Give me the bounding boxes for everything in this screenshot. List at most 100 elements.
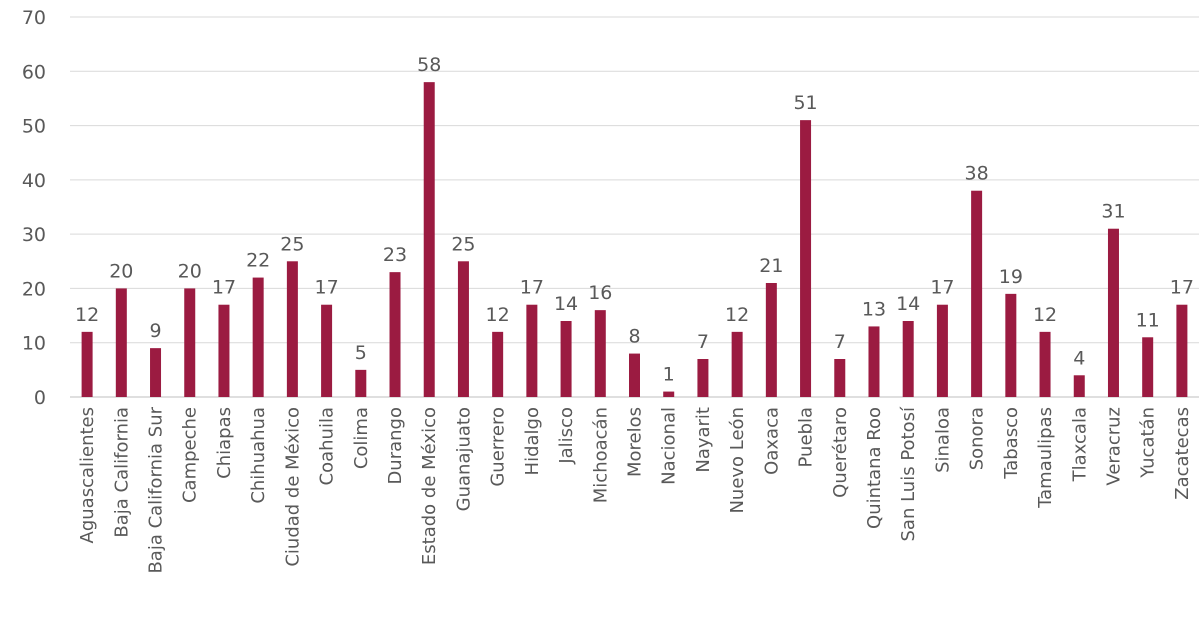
data-label: 22 [246, 250, 270, 272]
data-label: 17 [314, 277, 338, 299]
x-tick-label: San Luis Potosí [898, 406, 919, 541]
data-label: 25 [451, 233, 475, 255]
data-label: 58 [417, 54, 441, 76]
bar [492, 331, 504, 397]
y-tick-label: 20 [22, 278, 46, 300]
data-label: 5 [355, 342, 367, 364]
x-tick-label: Coahuila [317, 407, 338, 485]
bar [1107, 228, 1119, 397]
x-tick-label: Nayarit [693, 407, 714, 473]
x-tick-label: Tamaulipas [1035, 407, 1056, 509]
bar [629, 353, 640, 397]
bar [594, 310, 606, 397]
x-tick-label: Morelos [625, 407, 646, 477]
x-tick-label: Nuevo León [727, 407, 748, 514]
data-label: 12 [1033, 304, 1057, 326]
y-tick-label: 10 [22, 333, 46, 355]
data-label: 8 [628, 326, 640, 348]
x-tick-label: Sonora [967, 407, 988, 470]
bar [834, 359, 846, 397]
bar [389, 272, 401, 397]
x-tick-label: Guanajuato [453, 407, 474, 511]
bar [218, 304, 230, 397]
bar [355, 369, 367, 397]
x-tick-label: Quintana Roo [864, 407, 885, 529]
data-label: 7 [834, 331, 846, 353]
bar [902, 321, 914, 397]
y-tick-label: 50 [22, 116, 46, 138]
data-label: 4 [1073, 347, 1085, 369]
data-label: 13 [862, 298, 886, 320]
bar [321, 304, 333, 397]
x-tick-label: Tlaxcala [1069, 407, 1090, 482]
x-tick-label: Jalisco [556, 407, 577, 465]
bar [971, 190, 983, 397]
data-label: 20 [178, 260, 202, 282]
bar [1039, 331, 1051, 397]
x-axis: Aguascalientes Baja California Baja Califo… [77, 406, 1193, 574]
y-tick-label: 0 [34, 387, 46, 409]
data-label: 21 [759, 255, 783, 277]
data-label: 19 [999, 266, 1023, 288]
bar [81, 331, 93, 397]
data-label: 12 [725, 304, 749, 326]
y-tick-label: 40 [22, 170, 46, 192]
data-label: 11 [1136, 309, 1160, 331]
x-tick-label: Ciudad de México [282, 407, 303, 567]
x-tick-label: Hidalgo [522, 407, 543, 475]
x-tick-label: Estado de México [419, 407, 440, 565]
data-label: 17 [212, 277, 236, 299]
x-tick-label: Baja California Sur [146, 406, 167, 573]
data-label: 23 [383, 244, 407, 266]
bar [526, 304, 538, 397]
y-axis: 0 10 20 30 40 50 60 70 [22, 7, 46, 409]
data-label: 25 [280, 233, 304, 255]
bar [1142, 337, 1154, 397]
x-tick-label: Nacional [659, 407, 680, 485]
bar [286, 261, 298, 397]
x-tick-label: Campeche [180, 407, 201, 503]
x-tick-label: Michoacán [590, 407, 611, 503]
bar [423, 82, 435, 398]
x-tick-label: Guerrero [488, 407, 509, 487]
x-tick-label: Yucatán [1138, 407, 1159, 479]
y-tick-label: 30 [22, 224, 46, 246]
data-label: 17 [930, 277, 954, 299]
data-label: 16 [588, 282, 612, 304]
x-tick-label: Veracruz [1103, 407, 1124, 486]
x-tick-label: Oaxaca [761, 407, 782, 475]
bar [184, 288, 196, 397]
bar [560, 321, 572, 397]
x-tick-label: Querétaro [830, 407, 851, 498]
data-label: 51 [793, 92, 817, 114]
x-tick-label: Tabasco [1001, 407, 1022, 480]
x-tick-label: Durango [385, 407, 406, 485]
bar [457, 261, 469, 397]
y-tick-label: 70 [22, 7, 46, 29]
x-tick-label: Chihuahua [248, 407, 269, 504]
data-label: 12 [486, 304, 510, 326]
bar [868, 326, 880, 397]
x-tick-label: Zacatecas [1172, 407, 1193, 500]
x-tick-label: Chiapas [214, 407, 235, 479]
bar [731, 331, 743, 397]
data-label: 1 [663, 364, 675, 386]
data-label: 20 [109, 260, 133, 282]
data-label: 31 [1101, 201, 1125, 223]
bar [150, 348, 162, 397]
data-label: 9 [149, 320, 161, 342]
bar [663, 391, 675, 397]
bar [1073, 375, 1085, 397]
bar [697, 359, 709, 397]
x-tick-label: Baja California [111, 407, 132, 538]
x-tick-label: Aguascalientes [77, 407, 98, 543]
data-label: 14 [896, 293, 920, 315]
bar [115, 288, 127, 397]
data-label: 38 [965, 163, 989, 185]
bar [765, 283, 777, 397]
bar [252, 277, 264, 397]
data-label: 7 [697, 331, 709, 353]
x-tick-label: Puebla [796, 407, 817, 467]
